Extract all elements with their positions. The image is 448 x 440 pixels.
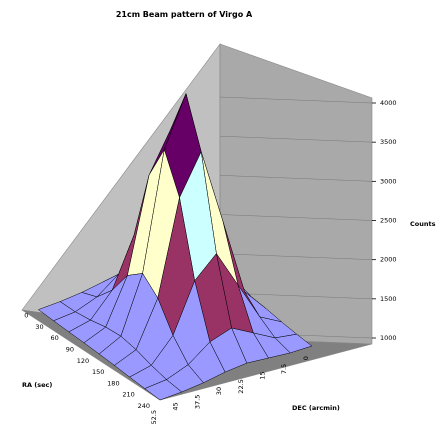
z-tick-label: 1500 — [380, 295, 397, 303]
dec-tick-label: 7.5 — [280, 364, 288, 374]
ra-axis-label: RA (sec) — [22, 381, 52, 389]
dec-tick-label: 30 — [215, 387, 223, 395]
ra-tick-label: 60 — [51, 334, 59, 342]
ra-tick-label: 180 — [107, 379, 119, 387]
chart-title: 21cm Beam pattern of Virgo A — [116, 10, 253, 19]
dec-tick-label: 37.5 — [193, 395, 201, 409]
ra-tick-label: 210 — [122, 391, 134, 399]
z-gridline — [219, 135, 373, 143]
z-tick-label: 4000 — [380, 99, 397, 107]
z-tick-label: 2000 — [380, 256, 397, 264]
beam-surface — [37, 92, 313, 401]
dec-tick-label: 0 — [302, 356, 310, 360]
ra-tick-label: 30 — [35, 323, 43, 331]
z-axis-label: Counts — [410, 220, 436, 228]
ra-tick-label: 240 — [138, 402, 150, 410]
ra-tick-label: 0 — [24, 312, 28, 320]
dec-tick-label: 15 — [259, 372, 267, 380]
ra-tick-label: 90 — [66, 346, 74, 354]
surface-cell — [144, 379, 183, 401]
z-tick-label: 1000 — [380, 334, 397, 342]
z-axis: 1000 1500 2000 2500 3000 3500 4000 — [372, 99, 397, 342]
z-gridline — [219, 175, 373, 182]
z-gridline — [219, 214, 373, 221]
z-gridline — [219, 253, 373, 260]
dec-tick-label: 22.5 — [237, 379, 245, 393]
z-gridline — [219, 96, 373, 104]
z-gridlines — [219, 96, 373, 339]
z-tick-label: 3000 — [380, 177, 397, 185]
dec-axis: 0 7.5 15 22.5 30 37.5 45 52.5 — [150, 356, 310, 424]
ra-tick-label: 150 — [92, 368, 104, 376]
z-tick-label: 2500 — [380, 217, 397, 225]
z-tick-label: 3500 — [380, 138, 397, 146]
dec-tick-label: 45 — [172, 402, 180, 410]
ra-tick-label: 120 — [77, 357, 89, 365]
dec-axis-label: DEC (arcmin) — [292, 404, 340, 412]
dec-tick-label: 52.5 — [150, 410, 158, 424]
